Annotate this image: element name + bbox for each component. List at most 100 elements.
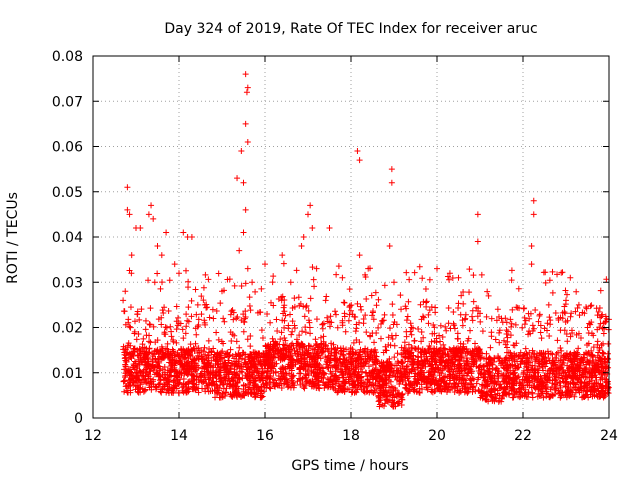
- data-point: [426, 276, 433, 283]
- data-point: [157, 388, 164, 395]
- data-point: [422, 286, 429, 293]
- data-point: [581, 354, 588, 361]
- data-point: [514, 374, 521, 381]
- data-point: [504, 344, 511, 351]
- data-point: [356, 157, 363, 164]
- data-point: [247, 307, 254, 314]
- data-point: [160, 309, 167, 316]
- data-point: [245, 386, 252, 393]
- data-point: [166, 373, 173, 380]
- data-point: [532, 306, 539, 313]
- data-point: [528, 243, 535, 250]
- data-point: [360, 316, 367, 323]
- data-point: [598, 370, 605, 377]
- data-point: [530, 197, 537, 204]
- data-point: [270, 302, 277, 309]
- data-point: [399, 377, 406, 384]
- data-point: [568, 327, 575, 334]
- data-point: [562, 287, 569, 294]
- data-point: [547, 317, 554, 324]
- data-point: [130, 377, 137, 384]
- x-tick-label: 16: [256, 428, 274, 444]
- data-point: [138, 306, 145, 313]
- data-point: [349, 311, 356, 318]
- data-point: [576, 312, 583, 319]
- data-point: [387, 342, 394, 349]
- data-point: [419, 313, 426, 320]
- x-tick-label: 20: [428, 428, 446, 444]
- data-point: [503, 391, 510, 398]
- data-point: [248, 371, 255, 378]
- data-point: [516, 388, 523, 395]
- data-point: [133, 365, 140, 372]
- data-point: [198, 372, 205, 379]
- data-point: [584, 374, 591, 381]
- data-point: [357, 346, 364, 353]
- data-point: [313, 265, 320, 272]
- data-point: [582, 368, 589, 375]
- x-tick-label: 18: [342, 428, 360, 444]
- data-point: [499, 392, 506, 399]
- data-point: [202, 321, 209, 328]
- data-point: [280, 369, 287, 376]
- data-point: [198, 347, 205, 354]
- data-point: [360, 388, 367, 395]
- data-point: [332, 311, 339, 318]
- data-point: [290, 372, 297, 379]
- data-point: [552, 309, 559, 316]
- data-point: [179, 384, 186, 391]
- data-point: [373, 330, 380, 337]
- data-point: [291, 322, 298, 329]
- data-point: [232, 351, 239, 358]
- data-point: [517, 361, 524, 368]
- data-point: [128, 252, 135, 259]
- data-point: [289, 380, 296, 387]
- data-point: [230, 316, 237, 323]
- data-point: [546, 370, 553, 377]
- data-point: [552, 373, 559, 380]
- data-point: [217, 381, 224, 388]
- data-point: [348, 355, 355, 362]
- data-point: [391, 354, 398, 361]
- chart-title: Day 324 of 2019, Rate Of TEC Index for r…: [164, 21, 537, 37]
- data-point: [408, 324, 415, 331]
- data-point: [324, 346, 331, 353]
- data-point: [342, 328, 349, 335]
- data-point: [389, 312, 396, 319]
- data-point: [391, 342, 398, 349]
- data-point: [265, 344, 272, 351]
- data-point: [261, 354, 268, 361]
- data-point: [157, 285, 164, 292]
- data-point: [245, 354, 252, 361]
- data-point: [214, 364, 221, 371]
- data-point: [165, 307, 172, 314]
- data-point: [304, 358, 311, 365]
- data-point: [209, 362, 216, 369]
- data-point: [120, 297, 127, 304]
- data-point: [242, 314, 249, 321]
- data-point: [301, 385, 308, 392]
- data-point: [285, 322, 292, 329]
- data-point: [135, 330, 142, 337]
- data-point: [407, 381, 414, 388]
- data-point: [133, 372, 140, 379]
- data-point: [193, 331, 200, 338]
- data-point: [356, 339, 363, 346]
- data-point: [190, 357, 197, 364]
- data-point: [596, 346, 603, 353]
- data-point: [287, 279, 294, 286]
- data-point: [451, 388, 458, 395]
- data-point: [402, 353, 409, 360]
- data-point: [354, 378, 361, 385]
- data-point: [146, 349, 153, 356]
- data-point: [416, 389, 423, 396]
- data-point: [597, 287, 604, 294]
- data-point: [559, 375, 566, 382]
- data-point: [376, 381, 383, 388]
- data-point: [205, 388, 212, 395]
- data-point: [571, 358, 578, 365]
- data-point: [455, 365, 462, 372]
- data-point: [158, 355, 165, 362]
- data-point: [410, 386, 417, 393]
- data-point: [445, 320, 452, 327]
